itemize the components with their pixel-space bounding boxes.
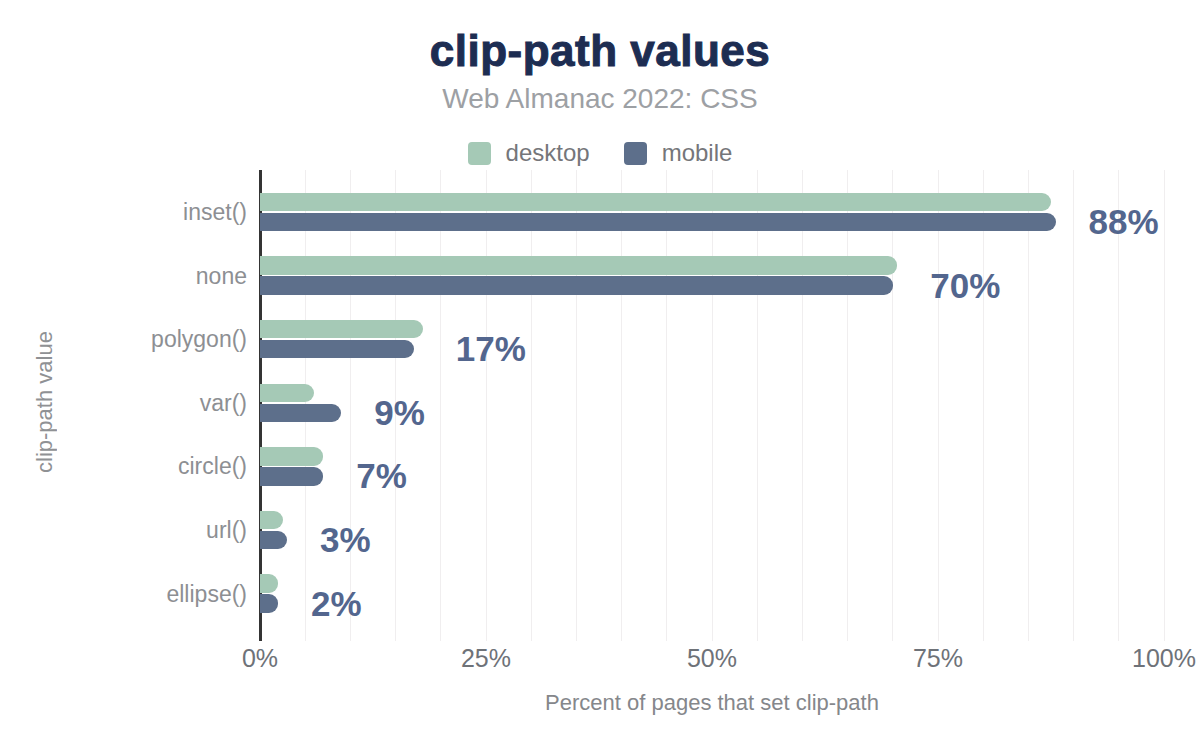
value-label: 17%	[456, 329, 526, 369]
category-label: url()	[40, 516, 247, 544]
chart-canvas: clip-path values Web Almanac 2022: CSS d…	[0, 0, 1200, 742]
bar-desktop	[260, 193, 1051, 212]
bar-mobile	[260, 276, 893, 295]
bar-mobile	[260, 404, 341, 423]
bar-desktop	[260, 511, 283, 530]
x-tick-label: 50%	[652, 645, 772, 671]
gridline	[847, 170, 848, 641]
category-label: circle()	[40, 452, 247, 480]
category-label: var()	[40, 389, 247, 417]
gridline	[712, 170, 713, 641]
x-tick-label: 25%	[426, 645, 546, 671]
category-label: polygon()	[40, 325, 247, 353]
gridline	[892, 170, 893, 641]
gridline	[1164, 170, 1165, 641]
gridline	[938, 170, 939, 641]
y-axis-title: clip-path value	[30, 170, 60, 635]
bar-desktop	[260, 320, 423, 339]
gridline	[440, 170, 441, 641]
value-label: 2%	[311, 584, 362, 624]
category-label: ellipse()	[40, 580, 247, 608]
bar-mobile	[260, 531, 287, 550]
category-label: inset()	[40, 198, 247, 226]
value-label: 3%	[320, 520, 371, 560]
gridline	[1028, 170, 1029, 641]
gridline	[802, 170, 803, 641]
bar-mobile	[260, 467, 323, 486]
bar-mobile	[260, 213, 1056, 232]
value-label: 9%	[374, 393, 425, 433]
gridline	[350, 170, 351, 641]
gridline	[486, 170, 487, 641]
x-tick-label: 0%	[200, 645, 320, 671]
x-axis-title: Percent of pages that set clip-path	[260, 690, 1164, 716]
gridline	[983, 170, 984, 641]
value-label: 70%	[930, 266, 1000, 306]
category-label: none	[40, 262, 247, 290]
gridline	[621, 170, 622, 641]
bar-desktop	[260, 574, 278, 593]
value-label: 7%	[356, 456, 407, 496]
bar-mobile	[260, 340, 414, 359]
gridline	[666, 170, 667, 641]
plot-area: 0% 25% 50% 75% 100% inset() 88% none 70% polygon(…	[0, 0, 1200, 742]
bar-desktop	[260, 384, 314, 403]
x-tick-label: 100%	[1104, 645, 1200, 671]
gridline	[576, 170, 577, 641]
bar-desktop	[260, 256, 897, 275]
x-tick-label: 75%	[878, 645, 998, 671]
gridline	[757, 170, 758, 641]
value-label: 88%	[1089, 202, 1159, 242]
bar-desktop	[260, 447, 323, 466]
bar-mobile	[260, 594, 278, 613]
gridline	[531, 170, 532, 641]
gridline	[1073, 170, 1074, 641]
